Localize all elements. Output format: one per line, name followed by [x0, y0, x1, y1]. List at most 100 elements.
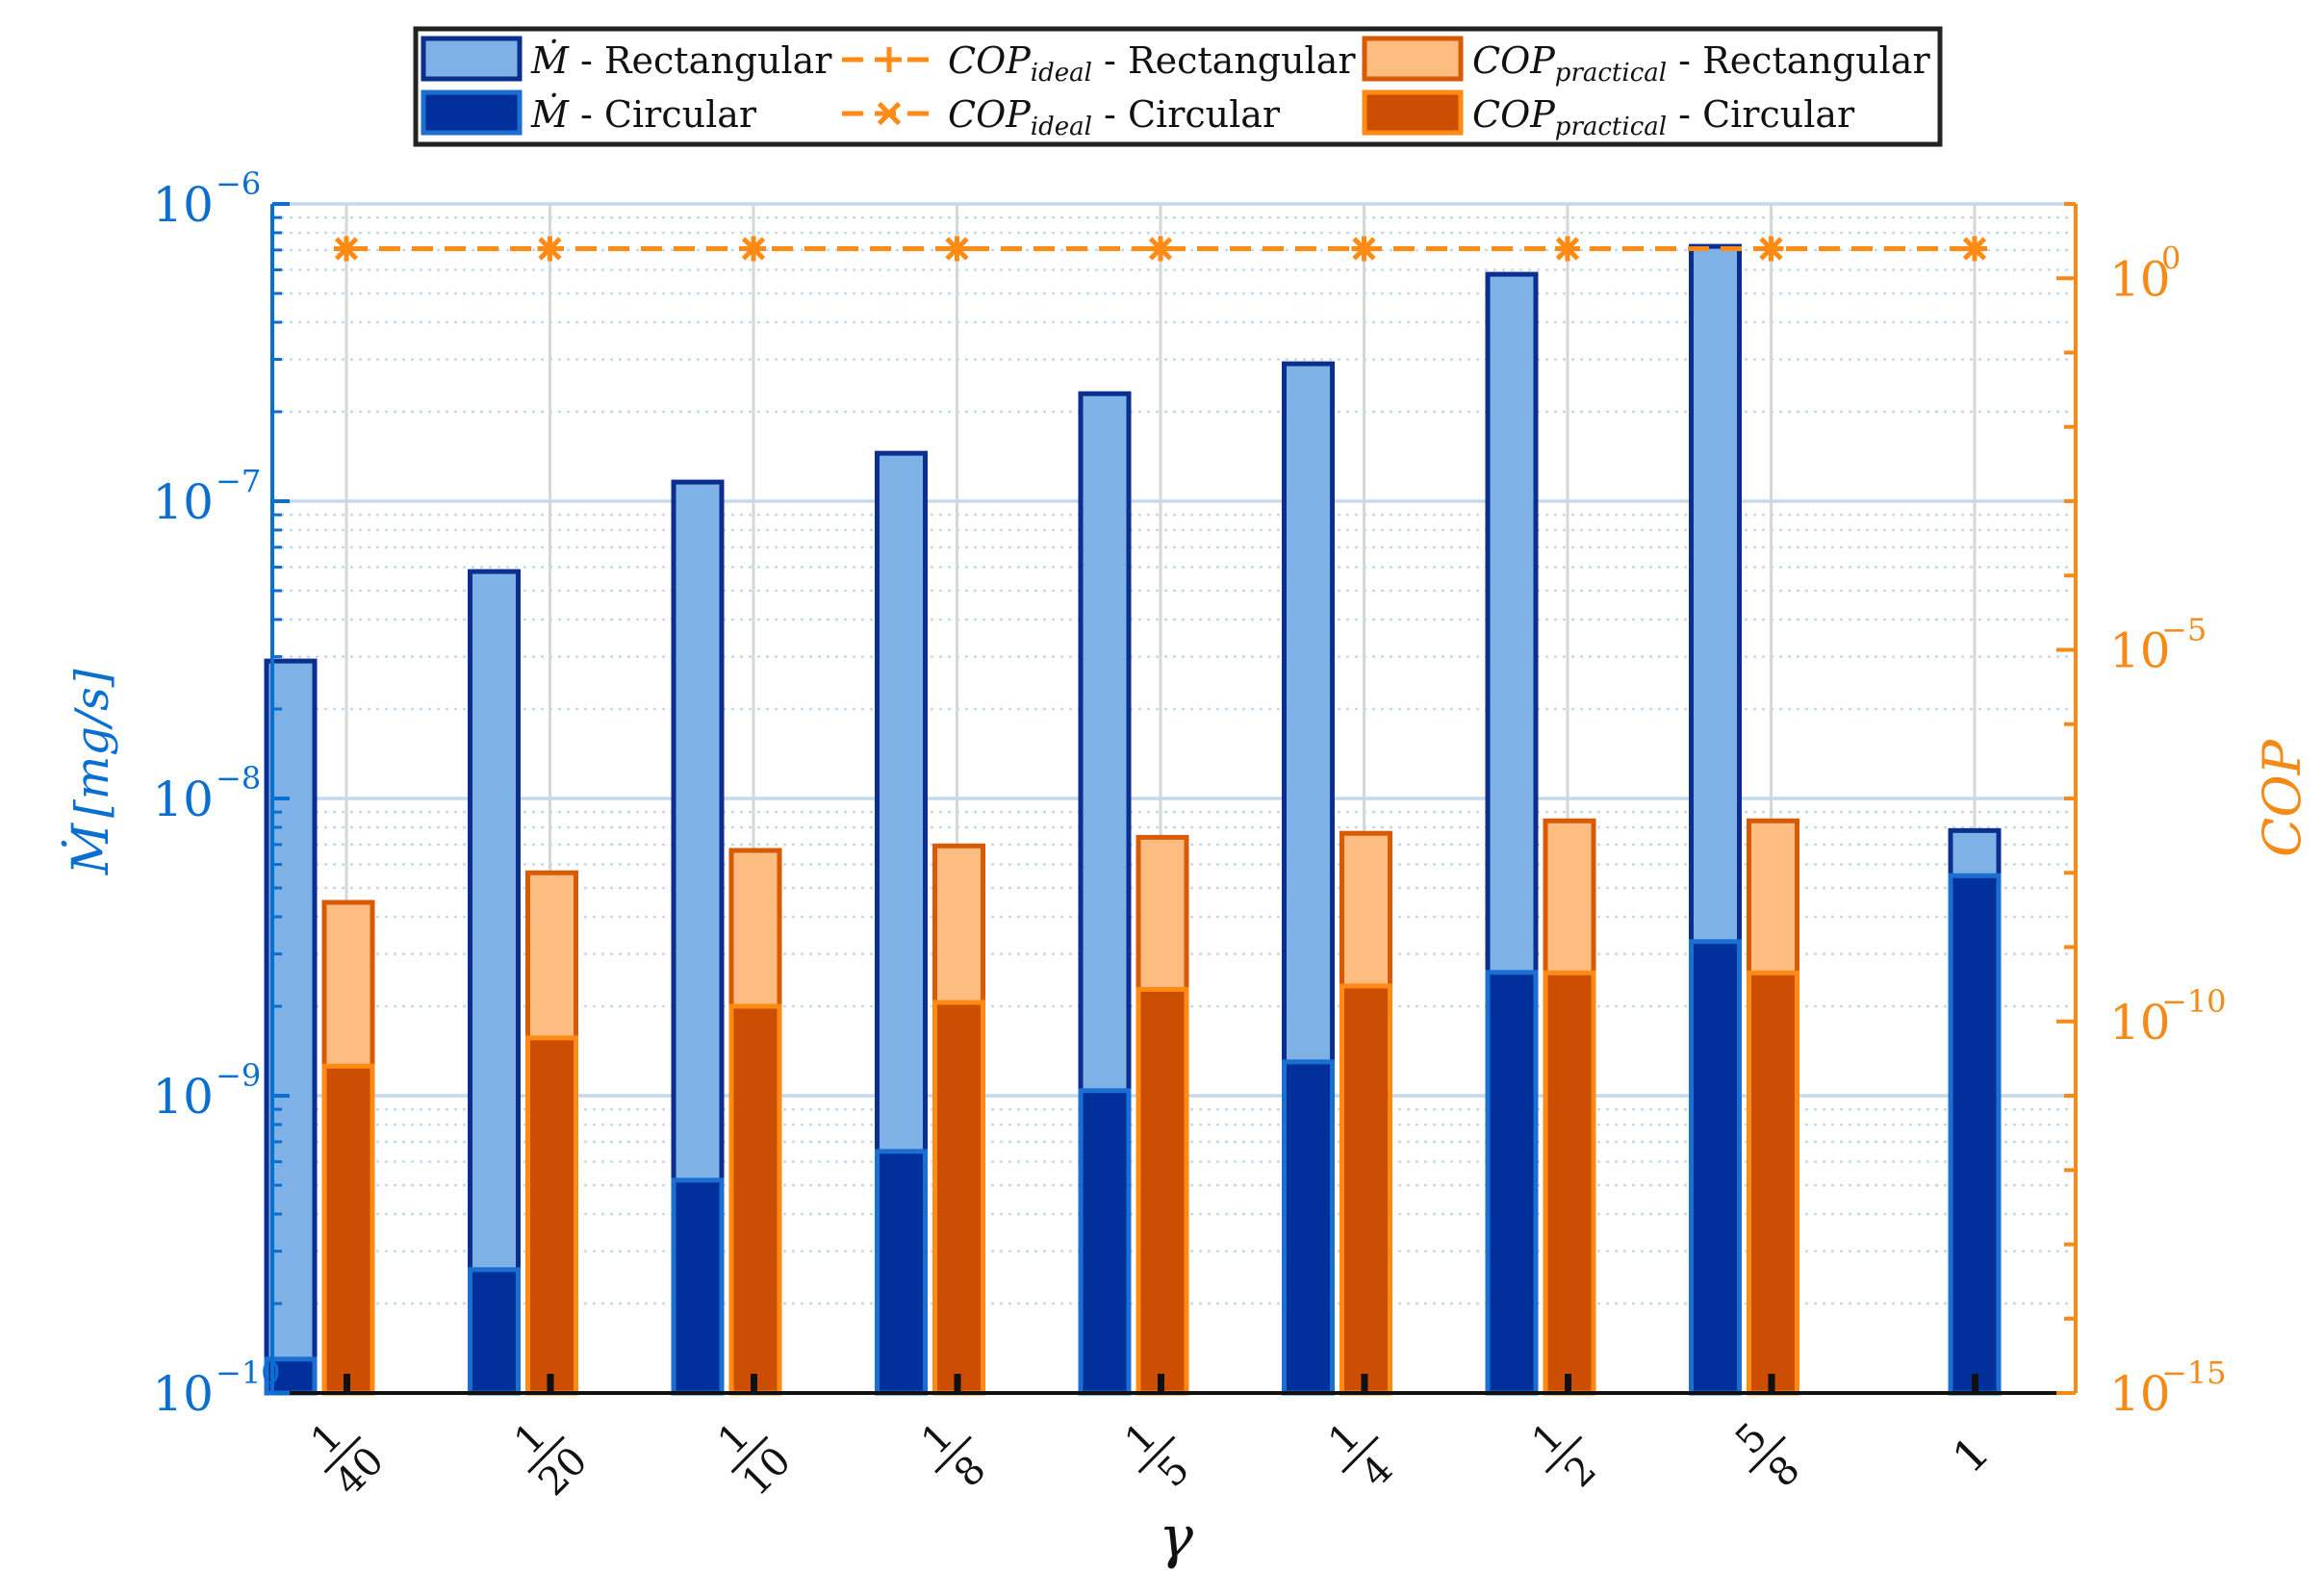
x-tick-label: 18 [913, 1414, 994, 1495]
x-tick-label: 1 [1943, 1427, 2000, 1483]
left-axis-label: Ṁ[mg/s] [62, 669, 120, 875]
svg-text:−6: −6 [216, 165, 261, 202]
right-tick-label: 10−15 [2109, 1355, 2227, 1422]
x-tick [1972, 1374, 1978, 1393]
legend-label: Ṁ - Rectangular [530, 39, 832, 82]
left-tick-label: 10 −8 [152, 760, 261, 827]
bar-mdot-circular [468, 1267, 521, 1396]
legend-label: COPpractical - Circular [1472, 93, 1855, 141]
left-tick-label: 10 −6 [152, 165, 261, 233]
svg-text:10: 10 [2109, 995, 2171, 1051]
bar-mdot-circular [875, 1149, 928, 1396]
legend-swatch [1362, 89, 1464, 136]
svg-text:10: 10 [2109, 251, 2171, 307]
svg-text:−8: −8 [216, 760, 261, 797]
bar-mdot-circular [671, 1178, 725, 1396]
svg-text:10: 10 [152, 1069, 214, 1125]
x-tick-label: 15 [1116, 1414, 1197, 1495]
x-tick [1768, 1374, 1775, 1393]
x-tick [954, 1374, 961, 1393]
legend-entry: COPideal - Circular [842, 93, 1281, 141]
legend-label: COPideal - Rectangular [948, 39, 1356, 88]
svg-text:0: 0 [2161, 240, 2181, 276]
svg-text:10: 10 [2109, 1366, 2171, 1422]
x-tick [547, 1374, 554, 1393]
bar-mdot-circular [1282, 1059, 1335, 1396]
marker-cop-ideal-circular [538, 237, 562, 261]
bar-cop-practical-circular [1747, 970, 1799, 1396]
svg-text:−7: −7 [216, 463, 261, 499]
left-tick-label: 10 −9 [152, 1057, 261, 1125]
bar-mdot-circular [1078, 1088, 1132, 1396]
legend-swatch [1362, 36, 1464, 82]
right-tick-label: 100 [2109, 240, 2181, 307]
svg-text:10: 10 [152, 474, 214, 530]
x-tick [1565, 1374, 1571, 1393]
svg-text:10: 10 [152, 1366, 214, 1422]
svg-text:[mg/s]: [mg/s] [65, 669, 119, 818]
svg-text:−9: −9 [216, 1057, 261, 1094]
legend-swatch [421, 89, 523, 136]
x-tick [1158, 1374, 1164, 1393]
svg-text:−10: −10 [216, 1355, 281, 1391]
bar-cop-practical-circular [932, 1000, 985, 1396]
x-tick-label: 110 [709, 1414, 799, 1504]
right-tick-label: 10−10 [2109, 983, 2227, 1051]
svg-text:COP: COP [2252, 738, 2312, 857]
bar-mdot-circular [1948, 873, 2002, 1396]
x-tick [1361, 1374, 1368, 1393]
x-tick-label: 12 [1523, 1414, 1604, 1495]
svg-text:1: 1 [1943, 1427, 2000, 1483]
marker-cop-ideal-circular [945, 237, 969, 261]
marker-cop-ideal-circular [1555, 237, 1580, 261]
bar-mdot-circular [1689, 939, 1742, 1396]
legend-box [413, 26, 1943, 147]
svg-text:10: 10 [2109, 623, 2171, 679]
x-tick-label: 140 [302, 1414, 392, 1504]
left-tick-label: 10 −7 [152, 463, 261, 530]
x-axis-label: γ [1159, 1504, 1193, 1571]
bar-cop-practical-circular [525, 1035, 578, 1396]
left-tick-label: 10 −10 [152, 1355, 280, 1422]
marker-cop-ideal-circular [334, 237, 359, 261]
svg-text:−5: −5 [2161, 612, 2207, 648]
legend-swatch [421, 36, 523, 82]
bar-cop-practical-circular [321, 1063, 375, 1396]
x-tick [344, 1374, 350, 1393]
svg-text:10: 10 [152, 177, 214, 233]
legend-label: COPpractical - Rectangular [1472, 39, 1930, 88]
bar-mdot-circular [1485, 970, 1539, 1396]
bar-cop-practical-circular [1340, 983, 1392, 1396]
right-axis-label: COP [2252, 738, 2312, 857]
svg-text:−10: −10 [2161, 983, 2227, 1020]
bars [264, 243, 2002, 1396]
legend-entry: Ṁ - Circular [421, 89, 757, 136]
x-tick-label: 14 [1320, 1414, 1401, 1495]
svg-text:10: 10 [152, 772, 214, 827]
legend-label: Ṁ - Circular [530, 93, 757, 136]
marker-cop-ideal-circular [741, 237, 766, 261]
marker-cop-ideal-circular [1148, 237, 1173, 261]
x-tick-label: 120 [506, 1414, 596, 1504]
bar-mdot-rectangular [468, 569, 521, 1396]
marker-cop-ideal-circular [1352, 237, 1376, 261]
svg-text:Ṁ: Ṁ [62, 822, 120, 875]
bar-cop-practical-circular [1135, 986, 1189, 1396]
bar-mdot-circular [264, 1356, 318, 1396]
marker-cop-ideal-circular [1962, 237, 1987, 261]
legend-label: COPideal - Circular [948, 93, 1281, 141]
legend: Ṁ - Rectangular COPideal - Rectangular COP… [413, 26, 1943, 147]
x-tick-label: 58 [1727, 1414, 1808, 1495]
bar-cop-practical-circular [728, 1003, 782, 1396]
x-tick [751, 1374, 757, 1393]
marker-cop-ideal-circular [1759, 237, 1783, 261]
legend-entry: COPideal - Rectangular [842, 39, 1356, 88]
legend-entry: COPpractical - Circular [1362, 89, 1855, 141]
legend-entry: Ṁ - Rectangular [421, 36, 832, 82]
legend-entry: COPpractical - Rectangular [1362, 36, 1930, 88]
right-tick-label: 10−5 [2109, 612, 2207, 679]
svg-text:−15: −15 [2161, 1355, 2227, 1391]
ideal-lines [334, 236, 1987, 262]
bar-cop-practical-circular [1543, 970, 1596, 1396]
